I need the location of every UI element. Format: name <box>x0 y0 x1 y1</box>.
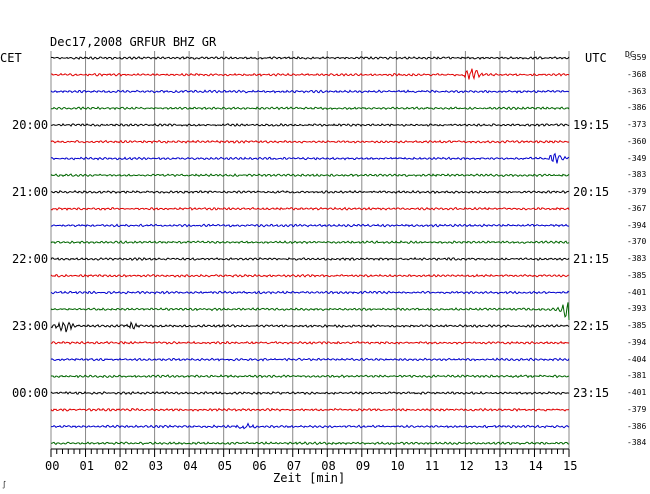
right-hour-label: 19:15 <box>573 118 610 132</box>
right-hour-label: 22:15 <box>573 319 610 333</box>
x-tick-label: 13 <box>493 459 509 473</box>
seismic-trace <box>50 422 570 430</box>
seismic-trace <box>50 122 570 128</box>
x-tick-label: 06 <box>252 459 267 473</box>
dc-offset-value: -360 <box>627 136 647 146</box>
dc-offset-value: -401 <box>627 388 647 397</box>
seismic-trace <box>50 173 570 178</box>
dc-offset-value: -370 <box>627 237 647 247</box>
seismic-trace <box>50 273 570 278</box>
left-hour-label: 23:00 <box>12 319 49 333</box>
dc-offset-value: -386 <box>627 103 647 113</box>
seismic-trace <box>50 223 570 228</box>
dc-offset-value: -359 <box>627 53 647 62</box>
seismic-trace <box>50 407 570 412</box>
seismic-trace <box>50 240 570 245</box>
right-hour-label: 23:15 <box>573 386 610 400</box>
seismic-trace <box>50 206 570 211</box>
x-axis <box>50 448 570 457</box>
offset-header: DC <box>625 50 635 59</box>
dc-offset-value: -393 <box>627 304 647 314</box>
dc-offset-value: -379 <box>627 404 647 414</box>
trace-group <box>50 55 570 446</box>
x-tick-label: 01 <box>79 459 94 473</box>
seismic-trace <box>50 374 570 379</box>
right-hour-label: 21:15 <box>573 252 610 266</box>
seismic-trace <box>50 441 570 446</box>
seismic-trace <box>50 152 570 164</box>
left-hour-label: 21:00 <box>12 185 49 199</box>
x-tick-label: 02 <box>114 459 129 473</box>
x-tick-label: 09 <box>355 459 371 473</box>
seismic-trace <box>50 55 570 60</box>
x-tick-label: 05 <box>217 459 233 473</box>
dc-offset-value: -368 <box>627 69 647 79</box>
left-hour-label: 22:00 <box>12 252 49 266</box>
x-tick-label: 15 <box>563 459 578 473</box>
seismic-trace <box>50 302 570 320</box>
right-hour-label: 20:15 <box>573 185 610 199</box>
dc-offset-value: -373 <box>627 120 647 129</box>
dc-offset-value: -394 <box>627 337 647 347</box>
x-tick-label: 03 <box>148 459 164 473</box>
chart-title: Dec17,2008 GRFUR BHZ GR <box>50 35 217 49</box>
x-tick-label: 11 <box>424 459 440 473</box>
x-axis-label: Zeit [min] <box>273 471 346 485</box>
left-hour-label: 20:00 <box>12 118 49 132</box>
dc-offset-value: -404 <box>627 354 647 364</box>
corner-mark: ∫ <box>2 481 7 489</box>
dc-offset-value: -394 <box>627 220 647 230</box>
x-tick-label: 04 <box>183 459 198 473</box>
seismic-trace <box>50 89 570 94</box>
dc-offset-value: -349 <box>627 153 647 163</box>
x-tick-label: 12 <box>459 459 474 473</box>
x-tick-label: 10 <box>390 459 405 473</box>
x-tick-label: 08 <box>321 459 336 473</box>
seismic-trace <box>50 189 570 195</box>
x-tick-label: 14 <box>528 459 543 473</box>
dc-offset-value: -383 <box>627 170 647 180</box>
left-hour-label: 00:00 <box>12 386 49 400</box>
dc-offset-value: -384 <box>627 438 647 448</box>
seismic-trace <box>50 357 570 362</box>
seismic-trace <box>50 139 570 144</box>
seismic-trace <box>50 256 570 262</box>
x-tick-label: 00 <box>45 459 60 473</box>
seismic-trace <box>50 106 570 111</box>
seismic-trace <box>50 390 570 395</box>
dc-offset-value: -363 <box>627 86 647 96</box>
dc-offset-value: -367 <box>627 203 647 213</box>
seismic-trace <box>50 321 570 333</box>
dc-offset-value: -383 <box>627 254 647 263</box>
x-tick-label: 07 <box>286 459 302 473</box>
left-timezone-label: CET <box>0 51 22 65</box>
seismic-trace <box>50 68 570 81</box>
dc-offset-value: -379 <box>627 187 647 196</box>
seismic-trace <box>50 340 570 345</box>
grid-lines <box>50 51 570 449</box>
dc-offset-value: -381 <box>627 371 647 381</box>
seismic-trace <box>50 290 570 295</box>
dc-offset-value: -401 <box>627 287 647 297</box>
dc-offset-value: -385 <box>627 270 647 280</box>
right-timezone-label: UTC <box>585 51 607 65</box>
dc-offset-value: -385 <box>627 321 647 330</box>
dc-offset-value: -386 <box>627 421 647 431</box>
